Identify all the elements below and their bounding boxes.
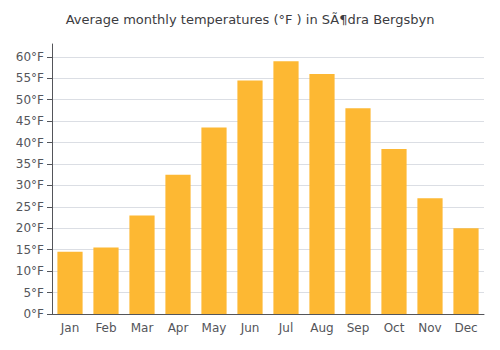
svg-text:Dec: Dec <box>454 321 477 335</box>
svg-text:45°F: 45°F <box>16 114 44 128</box>
svg-text:10°F: 10°F <box>16 264 44 278</box>
svg-text:60°F: 60°F <box>16 50 44 64</box>
svg-text:Feb: Feb <box>95 321 116 335</box>
svg-text:Average monthly temperatures (: Average monthly temperatures (°F ) in SÃ… <box>66 12 435 27</box>
svg-text:Mar: Mar <box>131 321 154 335</box>
svg-text:Nov: Nov <box>418 321 441 335</box>
svg-text:15°F: 15°F <box>16 243 44 257</box>
svg-text:0°F: 0°F <box>23 307 44 321</box>
svg-text:30°F: 30°F <box>16 178 44 192</box>
svg-text:Jul: Jul <box>278 321 293 335</box>
svg-text:55°F: 55°F <box>16 71 44 85</box>
svg-text:35°F: 35°F <box>16 157 44 171</box>
svg-text:40°F: 40°F <box>16 136 44 150</box>
svg-text:Apr: Apr <box>168 321 189 335</box>
svg-text:Aug: Aug <box>310 321 333 335</box>
svg-text:Sep: Sep <box>347 321 370 335</box>
svg-text:Oct: Oct <box>384 321 405 335</box>
svg-text:20°F: 20°F <box>16 221 44 235</box>
svg-text:25°F: 25°F <box>16 200 44 214</box>
svg-text:Jan: Jan <box>60 321 80 335</box>
svg-text:50°F: 50°F <box>16 93 44 107</box>
svg-text:Jun: Jun <box>240 321 260 335</box>
svg-text:May: May <box>202 321 227 335</box>
svg-text:5°F: 5°F <box>23 286 44 300</box>
